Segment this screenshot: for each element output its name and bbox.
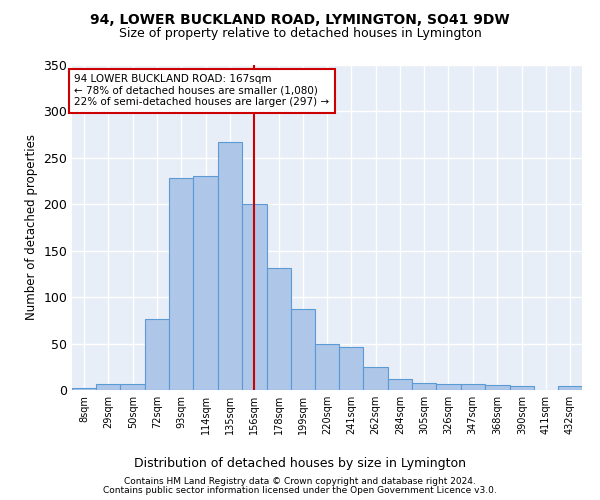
Bar xyxy=(363,367,388,390)
Bar xyxy=(291,309,315,390)
Bar xyxy=(193,176,218,390)
Bar xyxy=(96,384,120,390)
Bar xyxy=(242,204,267,390)
Bar xyxy=(169,178,193,390)
Bar xyxy=(388,379,412,390)
Y-axis label: Number of detached properties: Number of detached properties xyxy=(25,134,38,320)
Bar xyxy=(218,142,242,390)
Bar xyxy=(120,384,145,390)
Bar xyxy=(145,318,169,390)
Bar xyxy=(267,268,291,390)
Bar xyxy=(436,384,461,390)
Bar xyxy=(315,344,339,390)
Bar xyxy=(461,384,485,390)
Text: 94 LOWER BUCKLAND ROAD: 167sqm
← 78% of detached houses are smaller (1,080)
22% : 94 LOWER BUCKLAND ROAD: 167sqm ← 78% of … xyxy=(74,74,329,108)
Bar xyxy=(510,386,534,390)
Bar xyxy=(339,348,363,390)
Bar xyxy=(412,382,436,390)
Text: Distribution of detached houses by size in Lymington: Distribution of detached houses by size … xyxy=(134,458,466,470)
Bar xyxy=(485,386,510,390)
Text: 94, LOWER BUCKLAND ROAD, LYMINGTON, SO41 9DW: 94, LOWER BUCKLAND ROAD, LYMINGTON, SO41… xyxy=(90,12,510,26)
Text: Size of property relative to detached houses in Lymington: Size of property relative to detached ho… xyxy=(119,28,481,40)
Text: Contains HM Land Registry data © Crown copyright and database right 2024.: Contains HM Land Registry data © Crown c… xyxy=(124,477,476,486)
Bar xyxy=(72,388,96,390)
Bar xyxy=(558,386,582,390)
Text: Contains public sector information licensed under the Open Government Licence v3: Contains public sector information licen… xyxy=(103,486,497,495)
